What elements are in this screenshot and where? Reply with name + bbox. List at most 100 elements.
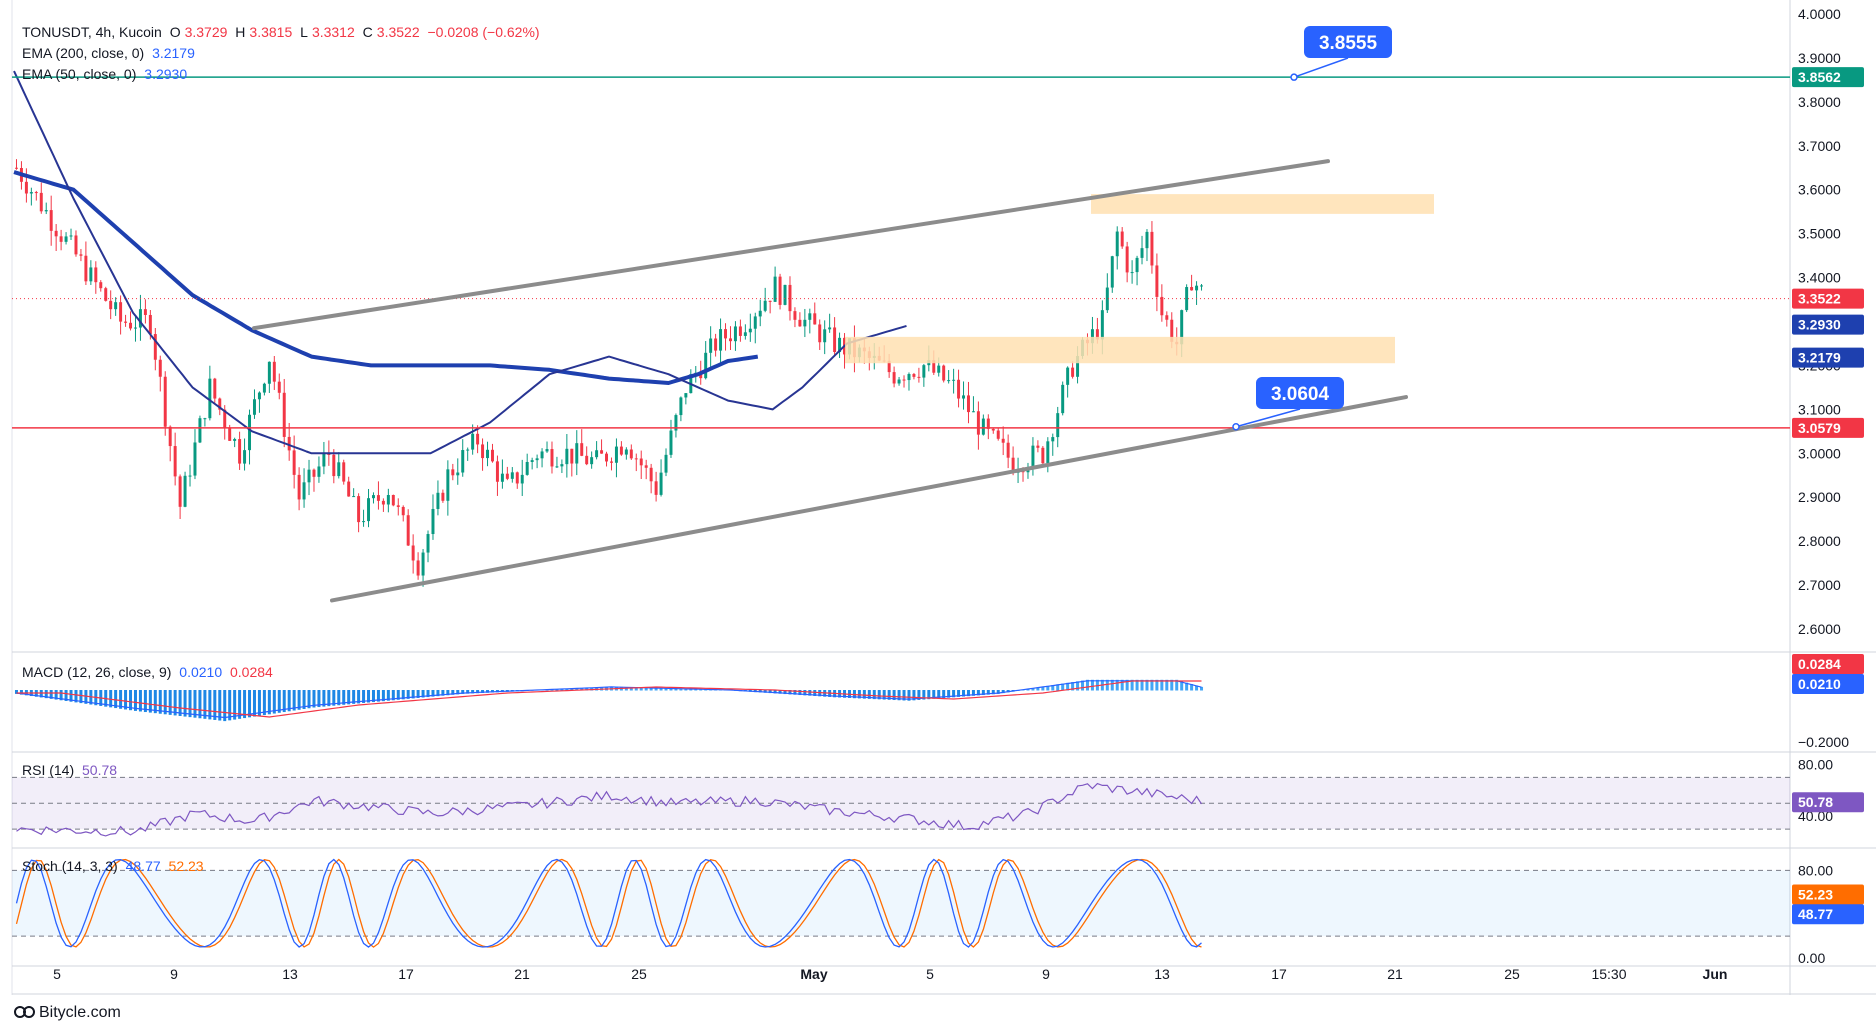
macd-signal-badge xyxy=(1792,654,1864,674)
low-label: L xyxy=(300,24,308,40)
callout-resistance-label: 3.8555 xyxy=(1319,33,1378,54)
candle-body xyxy=(29,192,33,194)
candle-body xyxy=(371,495,375,499)
candle-body xyxy=(1145,231,1149,249)
candle-body xyxy=(981,418,985,435)
macd-bar xyxy=(857,690,861,699)
macd-bar xyxy=(1115,679,1119,691)
macd-bar xyxy=(277,690,281,713)
ema50-label: EMA (50, close, 0) xyxy=(22,66,137,82)
macd-bar xyxy=(426,690,430,698)
candle-body xyxy=(1190,287,1194,291)
candle-body xyxy=(783,284,787,305)
candle-body xyxy=(292,450,296,475)
close-value: 3.3522 xyxy=(376,24,420,40)
watermark-text: Bitycle.com xyxy=(39,1004,121,1021)
candle-body xyxy=(808,313,812,320)
candle-body xyxy=(158,359,162,377)
price-tick-label: 3.8000 xyxy=(1798,94,1841,110)
candle-body xyxy=(1140,248,1144,258)
candle-body xyxy=(743,332,747,336)
macd-bar xyxy=(163,690,167,715)
macd-bar xyxy=(699,689,703,691)
candle-body xyxy=(600,450,604,454)
support-level-label: 3.0579 xyxy=(1798,420,1841,436)
macd-bar xyxy=(371,690,375,703)
macd-bar xyxy=(386,690,390,701)
resistance-level-label: 3.8562 xyxy=(1798,69,1841,85)
candle-body xyxy=(466,449,470,451)
candle-body xyxy=(545,449,549,452)
candle-body xyxy=(1071,367,1075,377)
candle-body xyxy=(297,474,301,500)
stoch-k-badge-label: 48.77 xyxy=(1798,906,1833,922)
candle-body xyxy=(575,443,579,464)
macd-bar xyxy=(436,690,440,697)
macd-bar xyxy=(971,690,975,696)
macd-bar xyxy=(1200,686,1204,691)
macd-bar xyxy=(1125,679,1129,691)
candle-body xyxy=(133,327,137,329)
candle-body xyxy=(629,449,633,459)
macd-bar xyxy=(317,690,321,708)
macd-bar xyxy=(1195,685,1199,691)
macd-bar xyxy=(39,690,43,698)
candle-body xyxy=(124,321,128,323)
macd-bar xyxy=(114,690,118,709)
stoch-d-value: 52.23 xyxy=(168,858,204,874)
candle-body xyxy=(411,545,415,561)
candle-body xyxy=(525,461,529,475)
macd-bar xyxy=(565,688,569,691)
candle-body xyxy=(143,309,147,315)
macd-bar xyxy=(1110,679,1114,691)
price-tick-label: 3.6000 xyxy=(1798,182,1841,198)
macd-value-badge xyxy=(1792,674,1864,694)
macd-bar xyxy=(778,690,782,694)
price-tick-label: 3.4000 xyxy=(1798,270,1841,286)
macd-bar xyxy=(64,690,68,701)
high-label: H xyxy=(235,24,246,40)
macd-bar xyxy=(119,690,123,709)
macd-bar xyxy=(486,690,490,693)
candle-body xyxy=(223,409,227,428)
macd-bar xyxy=(897,690,901,701)
macd-bar xyxy=(193,690,197,718)
candle-body xyxy=(768,300,772,302)
macd-bar xyxy=(877,690,881,700)
candle-body xyxy=(248,414,252,451)
macd-bar xyxy=(1090,679,1094,691)
candle-body xyxy=(391,495,395,506)
time-tick-label: 5 xyxy=(53,966,61,982)
candle-body xyxy=(1125,246,1129,273)
candle-body xyxy=(1100,310,1104,340)
candle-body xyxy=(213,378,217,399)
candle-body xyxy=(362,521,366,523)
candle-body xyxy=(942,365,946,381)
macd-bar xyxy=(153,690,157,714)
price-tick-label: 3.1000 xyxy=(1798,401,1841,417)
macd-bar xyxy=(981,690,985,696)
macd-bar xyxy=(1165,679,1169,691)
candle-body xyxy=(114,302,118,310)
candle-body xyxy=(89,267,93,282)
macd-bar xyxy=(922,690,926,700)
macd-bar xyxy=(798,690,802,696)
macd-bar xyxy=(862,690,866,699)
candle-body xyxy=(639,458,643,466)
candle-body xyxy=(163,376,167,427)
close-label: C xyxy=(362,24,373,40)
candle-body xyxy=(724,329,728,339)
macd-bar xyxy=(773,690,777,694)
macd-histogram xyxy=(14,679,1204,722)
candle-body xyxy=(922,365,926,378)
macd-bar xyxy=(659,688,663,691)
stoch-k-line xyxy=(15,858,1202,948)
candle-body xyxy=(1180,310,1184,345)
candle-body xyxy=(332,454,336,477)
candle-body xyxy=(758,310,762,317)
candle-body xyxy=(312,469,316,477)
price-tick-label: 3.0000 xyxy=(1798,445,1841,461)
price-label-badge xyxy=(1792,314,1864,335)
candle-body xyxy=(1041,447,1045,464)
macd-bar xyxy=(322,690,326,707)
